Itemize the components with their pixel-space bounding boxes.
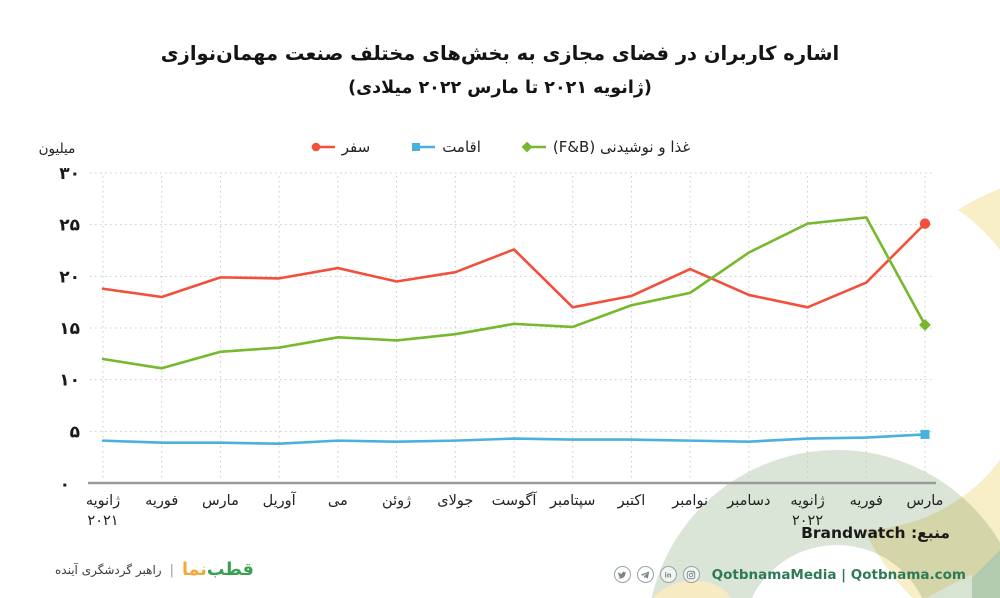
svg-text:۲۰۲۲: ۲۰۲۲ bbox=[792, 513, 823, 529]
svg-text:ژانویه: ژانویه bbox=[790, 493, 824, 509]
svg-text:۱۵: ۱۵ bbox=[59, 319, 80, 339]
legend-item-0: سفر bbox=[310, 138, 370, 156]
svg-text:۱۰: ۱۰ bbox=[59, 371, 80, 391]
svg-text:ژانویه: ژانویه bbox=[86, 493, 120, 509]
svg-text:in: in bbox=[665, 571, 672, 579]
legend-marker-icon bbox=[412, 143, 436, 151]
svg-text:۲۰: ۲۰ bbox=[59, 267, 80, 287]
telegram-icon[interactable] bbox=[636, 566, 654, 583]
svg-text:۵: ۵ bbox=[70, 422, 80, 442]
svg-text:۲۰۲۱: ۲۰۲۱ bbox=[87, 513, 118, 529]
svg-text:دسامبر: دسامبر bbox=[726, 493, 770, 509]
gridlines bbox=[90, 172, 935, 481]
series-endpoint-marker bbox=[920, 429, 930, 439]
series-endpoint-marker bbox=[919, 318, 931, 331]
brand-wordmark: قطب‌نما bbox=[182, 560, 254, 580]
instagram-icon[interactable] bbox=[682, 566, 700, 583]
svg-text:آگوست: آگوست bbox=[492, 491, 538, 509]
y-axis-unit-label: میلیون bbox=[38, 141, 76, 157]
legend-marker-icon bbox=[521, 141, 546, 153]
linkedin-icon[interactable]: in bbox=[659, 566, 677, 583]
legend-label: سفر bbox=[341, 138, 371, 156]
chart-title: اشاره کاربران در فضای مجازی به بخش‌های م… bbox=[160, 42, 840, 65]
series-line-1 bbox=[101, 433, 927, 446]
svg-text:آوریل: آوریل bbox=[263, 491, 297, 509]
svg-text:سپتامبر: سپتامبر bbox=[549, 493, 595, 509]
brand-block: قطب‌نما | راهبر گردشگری آینده bbox=[55, 560, 254, 580]
brand-separator: | bbox=[169, 562, 174, 578]
legend-marker-icon bbox=[311, 142, 335, 152]
legend-label: غذا و نوشیدنی (F&B) bbox=[552, 138, 691, 156]
y-axis-tick-labels: ۵ ۱۰ ۱۵ ۲۰ ۲۵ ۳۰ ۰ bbox=[59, 164, 80, 495]
social-block: in QotbnamaMedia | Qotbnama.com bbox=[613, 566, 966, 583]
svg-text:مارس: مارس bbox=[907, 493, 944, 509]
svg-text:جولای: جولای bbox=[437, 493, 473, 509]
social-handles-text[interactable]: QotbnamaMedia | Qotbnama.com bbox=[711, 566, 966, 583]
svg-text:فوریه: فوریه bbox=[850, 493, 883, 509]
series-endpoint-marker bbox=[919, 218, 931, 229]
brand-part-yellow: نما bbox=[181, 560, 207, 580]
svg-text:مارس: مارس bbox=[202, 493, 239, 509]
legend-item-1: اقامت bbox=[410, 138, 481, 156]
source-label: منبع: Brandwatch bbox=[801, 524, 950, 542]
chart-legend: سفر اقامت غذا و نوشیدنی (F&B) bbox=[0, 138, 1000, 156]
svg-text:۲۵: ۲۵ bbox=[59, 216, 80, 236]
svg-text:۳۰: ۳۰ bbox=[59, 164, 80, 184]
svg-text:اکتبر: اکتبر bbox=[617, 493, 646, 509]
series-line-2 bbox=[101, 216, 927, 370]
svg-text:نوامبر: نوامبر bbox=[671, 493, 708, 509]
chart-subtitle: (ژانویه ۲۰۲۱ تا مارس ۲۰۲۲ میلادی) bbox=[348, 78, 652, 98]
brand-part-green: قطب‌ bbox=[206, 560, 254, 580]
svg-text:۰: ۰ bbox=[60, 475, 70, 495]
x-axis-tick-labels: ژانویه ۲۰۲۱ فوریه مارس آوریل می ژوئن جولای آگوست… bbox=[86, 491, 944, 529]
svg-text:می: می bbox=[328, 493, 348, 509]
svg-text:ژوئن: ژوئن bbox=[382, 493, 411, 509]
brand-tagline: راهبر گردشگری آینده bbox=[55, 563, 162, 577]
twitter-icon[interactable] bbox=[613, 566, 631, 583]
svg-text:فوریه: فوریه bbox=[145, 493, 178, 509]
series-line-0 bbox=[101, 222, 927, 309]
legend-item-2: غذا و نوشیدنی (F&B) bbox=[521, 138, 690, 156]
legend-label: اقامت bbox=[442, 138, 481, 156]
